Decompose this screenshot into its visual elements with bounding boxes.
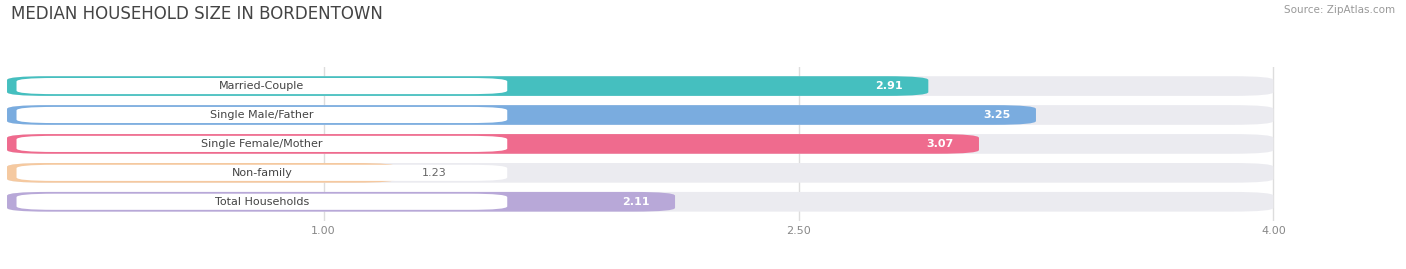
FancyBboxPatch shape — [7, 134, 1274, 154]
FancyBboxPatch shape — [7, 105, 1036, 125]
Text: 3.07: 3.07 — [927, 139, 953, 149]
FancyBboxPatch shape — [7, 163, 396, 183]
Text: Source: ZipAtlas.com: Source: ZipAtlas.com — [1284, 5, 1395, 15]
Text: MEDIAN HOUSEHOLD SIZE IN BORDENTOWN: MEDIAN HOUSEHOLD SIZE IN BORDENTOWN — [11, 5, 382, 23]
FancyBboxPatch shape — [7, 105, 1274, 125]
FancyBboxPatch shape — [17, 194, 508, 210]
Text: Single Female/Mother: Single Female/Mother — [201, 139, 322, 149]
Text: Married-Couple: Married-Couple — [219, 81, 305, 91]
Text: 2.11: 2.11 — [623, 197, 650, 207]
Text: 2.91: 2.91 — [876, 81, 903, 91]
Text: Total Households: Total Households — [215, 197, 309, 207]
FancyBboxPatch shape — [7, 192, 1274, 212]
FancyBboxPatch shape — [7, 76, 928, 96]
FancyBboxPatch shape — [7, 192, 675, 212]
FancyBboxPatch shape — [17, 165, 508, 181]
Text: Single Male/Father: Single Male/Father — [209, 110, 314, 120]
FancyBboxPatch shape — [17, 136, 508, 152]
FancyBboxPatch shape — [7, 163, 1274, 183]
FancyBboxPatch shape — [17, 78, 508, 94]
Text: 3.25: 3.25 — [983, 110, 1011, 120]
FancyBboxPatch shape — [7, 134, 979, 154]
FancyBboxPatch shape — [17, 107, 508, 123]
Text: Non-family: Non-family — [232, 168, 292, 178]
Text: 1.23: 1.23 — [422, 168, 447, 178]
FancyBboxPatch shape — [7, 76, 1274, 96]
